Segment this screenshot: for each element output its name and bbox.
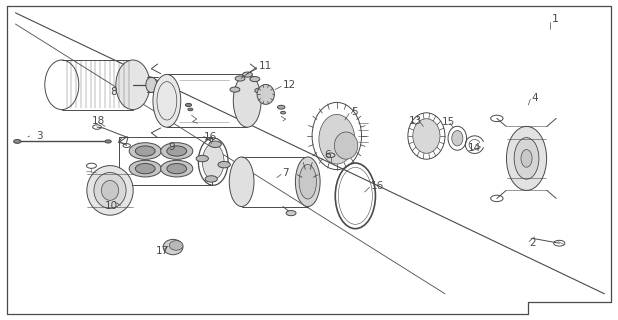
Ellipse shape [229,157,254,207]
Text: 4: 4 [531,92,538,103]
Ellipse shape [295,157,320,207]
Text: 6: 6 [324,150,331,160]
Ellipse shape [202,144,224,180]
Ellipse shape [334,132,358,159]
Ellipse shape [153,74,180,127]
Circle shape [161,143,193,159]
Circle shape [277,105,285,109]
Text: 2: 2 [529,238,536,248]
Circle shape [105,140,111,143]
Ellipse shape [163,239,183,255]
Text: 11: 11 [258,60,271,71]
Circle shape [281,111,286,114]
Text: 8: 8 [110,87,117,97]
Circle shape [286,211,296,216]
Circle shape [250,76,260,82]
Circle shape [185,103,192,107]
Circle shape [242,72,252,77]
Circle shape [135,164,155,174]
Circle shape [235,76,245,81]
Bar [119,137,212,185]
Text: 14: 14 [468,143,481,153]
Circle shape [205,176,218,182]
Ellipse shape [101,180,119,200]
Circle shape [218,162,231,168]
Circle shape [129,160,161,177]
Ellipse shape [233,74,261,127]
Ellipse shape [146,77,157,92]
Text: 16: 16 [204,132,217,142]
Ellipse shape [514,138,539,179]
Text: 3: 3 [36,131,43,141]
Circle shape [167,164,187,174]
Ellipse shape [521,150,532,167]
Ellipse shape [319,115,355,164]
Circle shape [188,108,193,111]
Ellipse shape [116,60,150,109]
Text: 5: 5 [351,107,358,117]
Circle shape [14,140,21,143]
Circle shape [161,160,193,177]
Ellipse shape [413,119,440,153]
Ellipse shape [169,241,183,250]
Circle shape [129,143,161,159]
Ellipse shape [257,84,274,104]
Text: 1: 1 [552,14,559,24]
Text: 9: 9 [168,142,175,152]
Text: 16: 16 [371,180,384,191]
Circle shape [230,87,240,92]
Ellipse shape [94,172,126,208]
Circle shape [209,141,221,148]
Text: 18: 18 [91,116,104,126]
Ellipse shape [452,131,463,146]
Ellipse shape [87,166,133,215]
Text: 12: 12 [283,80,296,91]
Circle shape [196,155,208,162]
Text: 17: 17 [156,246,169,256]
Text: 10: 10 [105,201,118,211]
Text: 13: 13 [409,116,422,126]
Ellipse shape [507,126,547,190]
Circle shape [135,146,155,156]
Circle shape [255,88,265,93]
Text: 7: 7 [282,168,289,178]
Text: 15: 15 [442,117,455,127]
Circle shape [167,146,187,156]
Ellipse shape [299,164,316,199]
